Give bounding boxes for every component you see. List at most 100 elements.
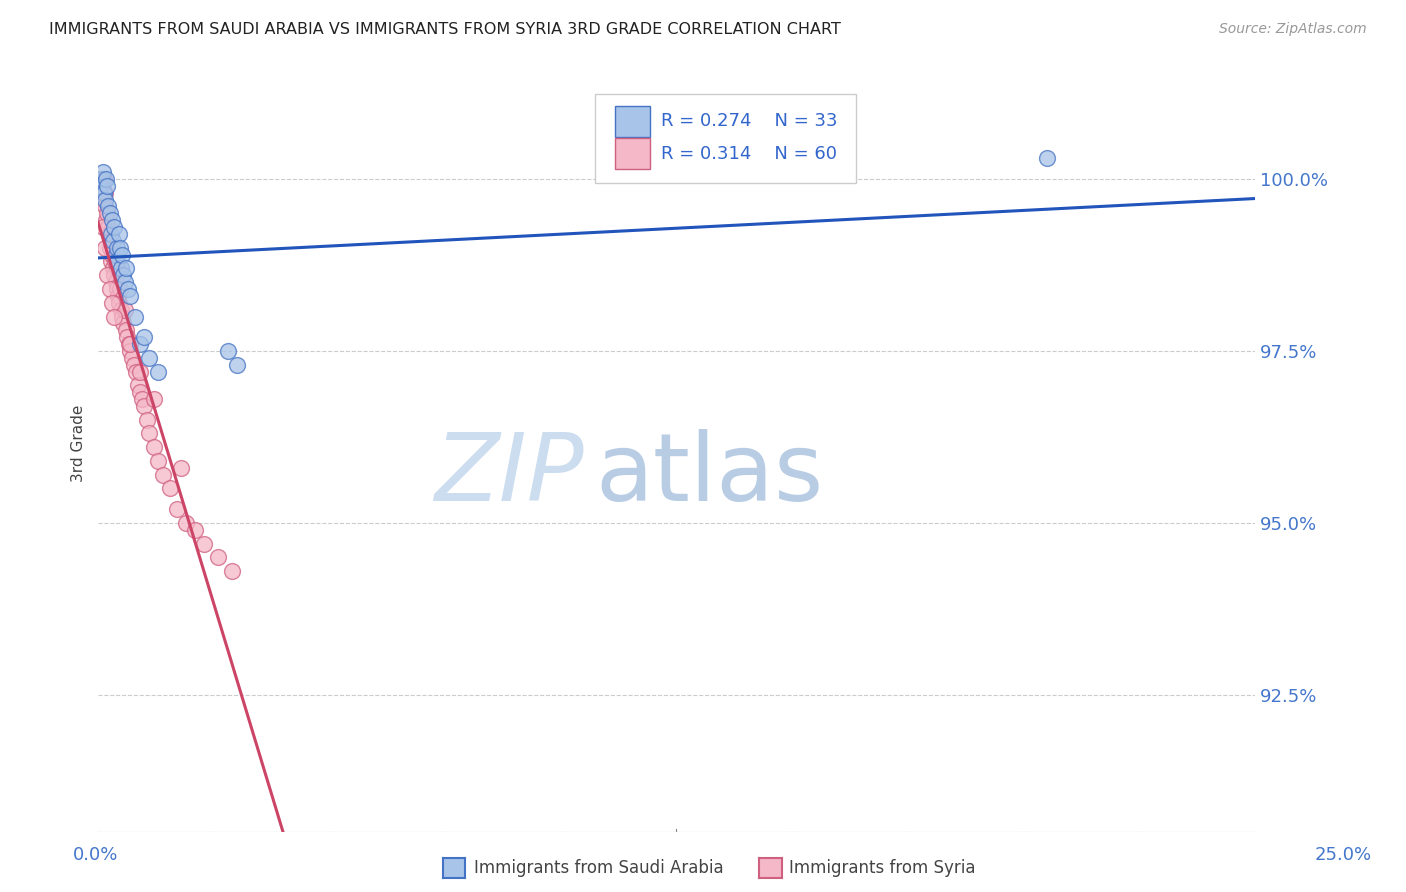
Point xyxy=(103,220,125,235)
Point xyxy=(127,378,149,392)
Point xyxy=(96,268,118,283)
Point xyxy=(103,268,125,283)
Point xyxy=(124,310,146,324)
Point xyxy=(114,323,136,337)
Point xyxy=(94,193,117,207)
Text: Source: ZipAtlas.com: Source: ZipAtlas.com xyxy=(1219,22,1367,37)
Point xyxy=(90,172,112,186)
Point xyxy=(104,254,127,268)
Text: R = 0.274    N = 33: R = 0.274 N = 33 xyxy=(661,112,838,130)
Point xyxy=(138,426,160,441)
Point xyxy=(93,172,115,186)
Text: Immigrants from Saudi Arabia: Immigrants from Saudi Arabia xyxy=(474,859,724,877)
Point xyxy=(120,343,142,358)
Point xyxy=(1035,151,1057,165)
Point xyxy=(94,199,117,213)
Point xyxy=(217,343,239,358)
Point xyxy=(125,365,148,379)
Point xyxy=(207,550,229,565)
Point xyxy=(134,330,156,344)
Text: 25.0%: 25.0% xyxy=(1315,846,1371,863)
Point xyxy=(101,247,124,261)
Point xyxy=(225,358,247,372)
Point xyxy=(110,282,132,296)
Point xyxy=(96,206,118,220)
Point xyxy=(117,337,139,351)
Point xyxy=(90,172,112,186)
Point xyxy=(101,295,124,310)
Text: atlas: atlas xyxy=(596,429,824,521)
Point xyxy=(91,165,114,179)
Point xyxy=(159,482,181,496)
Point xyxy=(111,310,134,324)
Point xyxy=(104,275,127,289)
Text: R = 0.314    N = 60: R = 0.314 N = 60 xyxy=(661,145,838,163)
Point xyxy=(101,213,124,227)
Point xyxy=(96,213,118,227)
Point xyxy=(97,220,120,235)
Point xyxy=(107,289,129,303)
Point xyxy=(110,302,132,317)
Point xyxy=(108,295,131,310)
Point xyxy=(114,261,136,276)
Point xyxy=(94,241,117,255)
Text: 0.0%: 0.0% xyxy=(73,846,118,863)
Point xyxy=(100,227,122,241)
FancyBboxPatch shape xyxy=(616,138,650,169)
Point xyxy=(108,227,131,241)
Point xyxy=(93,186,115,200)
Point xyxy=(105,241,128,255)
Point xyxy=(138,351,160,365)
Point xyxy=(98,241,121,255)
Point xyxy=(170,460,193,475)
Point xyxy=(103,234,125,248)
Point xyxy=(91,193,114,207)
Point xyxy=(98,282,121,296)
Point xyxy=(110,261,132,276)
Point xyxy=(101,261,124,276)
Point xyxy=(120,337,142,351)
Point xyxy=(89,178,111,193)
FancyBboxPatch shape xyxy=(616,105,650,136)
Point xyxy=(134,399,156,413)
Point xyxy=(131,392,153,406)
Point xyxy=(96,172,118,186)
Point xyxy=(93,186,115,200)
Point xyxy=(128,365,150,379)
Y-axis label: 3rd Grade: 3rd Grade xyxy=(72,405,86,483)
Point xyxy=(100,254,122,268)
Point xyxy=(91,220,114,235)
Point xyxy=(128,337,150,351)
Point xyxy=(112,317,135,331)
Point xyxy=(184,523,207,537)
Point xyxy=(122,358,145,372)
Point xyxy=(148,365,170,379)
Text: IMMIGRANTS FROM SAUDI ARABIA VS IMMIGRANTS FROM SYRIA 3RD GRADE CORRELATION CHAR: IMMIGRANTS FROM SAUDI ARABIA VS IMMIGRAN… xyxy=(49,22,841,37)
Point xyxy=(193,536,215,550)
Point xyxy=(115,330,138,344)
Point xyxy=(174,516,197,530)
Point xyxy=(111,247,134,261)
Point xyxy=(96,178,118,193)
Point xyxy=(121,351,143,365)
Point xyxy=(117,282,139,296)
Point xyxy=(103,310,125,324)
Point xyxy=(142,392,165,406)
Point xyxy=(110,241,132,255)
Text: ZIP: ZIP xyxy=(434,429,583,520)
Point xyxy=(97,199,120,213)
Point xyxy=(107,254,129,268)
Point xyxy=(120,289,142,303)
Point xyxy=(89,186,111,200)
Point xyxy=(105,282,128,296)
Point xyxy=(112,268,135,283)
Point xyxy=(152,467,174,482)
Point xyxy=(148,454,170,468)
Point xyxy=(221,564,243,578)
Point xyxy=(142,440,165,454)
Point xyxy=(90,178,112,193)
Point xyxy=(114,302,136,317)
Point xyxy=(98,227,121,241)
Point xyxy=(128,385,150,400)
Point xyxy=(166,502,188,516)
